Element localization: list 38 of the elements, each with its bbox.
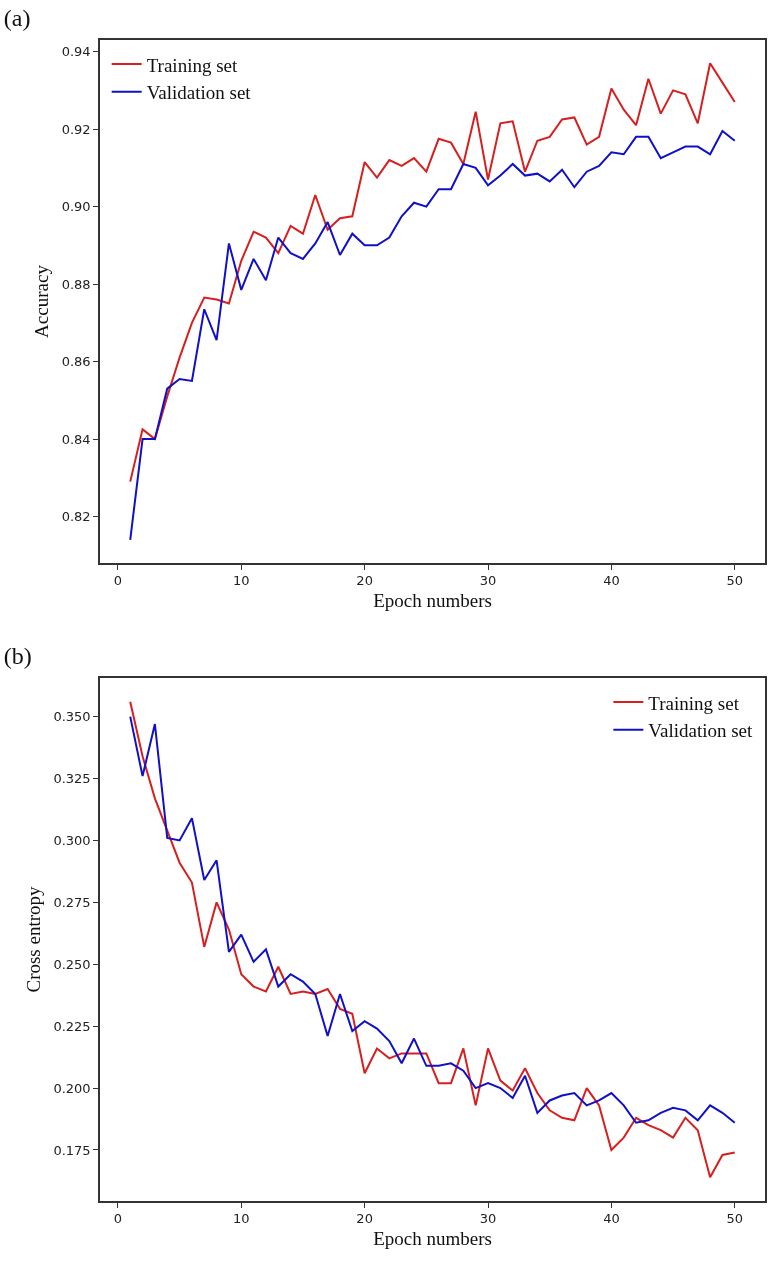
x-tick-label: 10 [233,573,250,589]
x-tick-label: 50 [726,1211,744,1227]
x-tick-label: 50 [726,573,744,589]
y-tick-label: 0.175 [53,1142,91,1158]
x-tick-label: 10 [233,1211,250,1227]
y-tick-label: 0.88 [61,276,91,292]
legend-label: Training set [648,692,740,714]
y-tick-label: 0.250 [53,956,91,972]
chart-title: (b) [3,643,32,670]
x-tick-label: 20 [356,1211,373,1227]
y-tick-label: 0.225 [53,1018,91,1034]
line-series [129,130,736,541]
x-axis-title: Epoch numbers [373,1227,492,1249]
y-tick-label: 0.94 [61,44,91,60]
x-tick-label: 40 [603,1211,620,1227]
y-tick-label: 0.350 [53,709,91,725]
x-tick-label: 30 [479,573,497,589]
y-axis-title: Accuracy [31,264,53,338]
chart-title: (a) [3,5,31,32]
y-axis-title: Cross entropy [22,885,44,993]
x-tick-label: 0 [113,573,123,589]
legend-label: Validation set [648,720,754,742]
y-tick-label: 0.325 [53,771,91,787]
y-tick-label: 0.300 [53,833,91,848]
x-tick-label: 20 [356,573,373,589]
x-tick-label: 30 [479,1211,497,1227]
y-tick-label: 0.92 [61,121,91,137]
y-tick-label: 0.84 [61,431,91,447]
legend-label: Validation set [146,82,252,104]
y-tick-label: 0.86 [61,354,91,370]
y-tick-label: 0.90 [61,199,91,215]
x-axis-title: Epoch numbers [373,589,492,611]
x-tick-label: 40 [603,573,620,589]
x-tick-label: 0 [113,1211,123,1227]
y-tick-label: 0.275 [53,894,91,910]
y-tick-label: 0.82 [61,509,91,525]
y-tick-label: 0.200 [53,1080,91,1096]
legend-label: Training set [146,54,238,76]
